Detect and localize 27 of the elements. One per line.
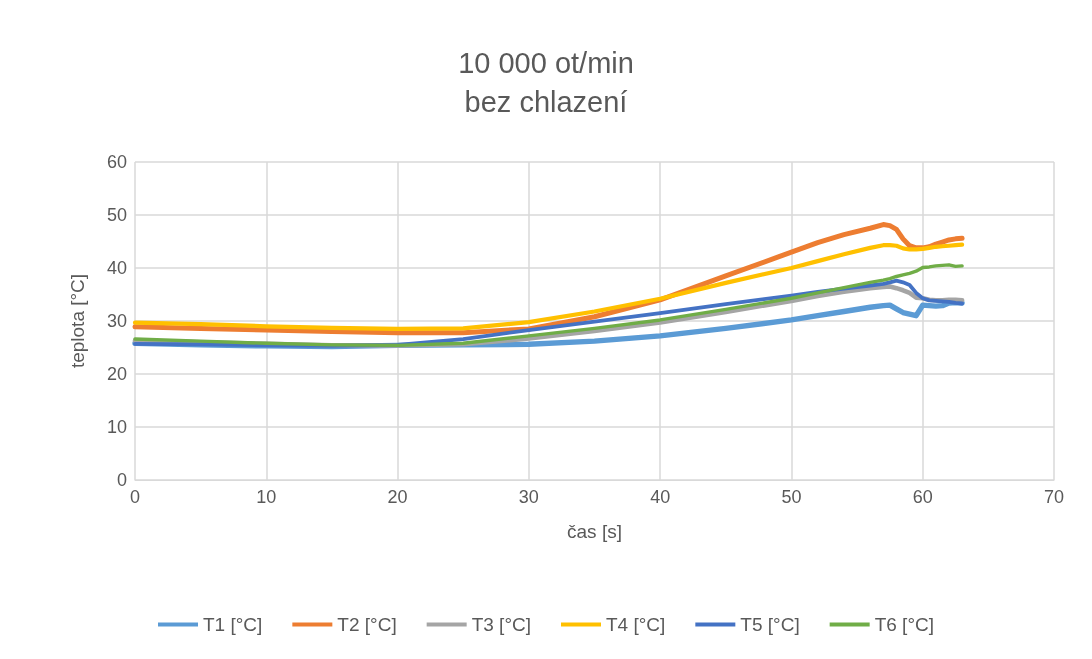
x-tick-label: 50 <box>781 487 802 507</box>
x-axis-title: čas [s] <box>567 521 622 542</box>
x-tick-label: 20 <box>387 487 408 507</box>
line-series <box>132 242 965 332</box>
y-tick-label: 40 <box>106 258 127 278</box>
x-tick-label: 40 <box>650 487 671 507</box>
x-tick-label: 10 <box>256 487 277 507</box>
chart-title: 10 000 ot/min <box>458 46 634 79</box>
x-tick-label: 30 <box>518 487 539 507</box>
y-tick-label: 0 <box>116 470 127 490</box>
y-tick-label: 30 <box>106 311 127 331</box>
y-tick-label: 10 <box>106 417 127 437</box>
legend-label: T2 [°C] <box>337 614 397 635</box>
legend-label: T6 [°C] <box>874 614 934 635</box>
y-tick-label: 60 <box>106 152 127 172</box>
legend-label: T4 [°C] <box>606 614 666 635</box>
x-tick-label: 60 <box>912 487 933 507</box>
y-axis-title: teplota [°C] <box>67 273 88 369</box>
legend-label: T3 [°C] <box>471 614 532 635</box>
y-tick-label: 20 <box>106 364 127 384</box>
chart-subtitle: bez chlazení <box>464 85 628 118</box>
x-tick-label: 70 <box>1043 487 1065 507</box>
y-tick-label: 50 <box>106 205 127 225</box>
line-series <box>133 263 964 348</box>
x-tick-label: 0 <box>129 487 141 507</box>
legend-label: T1 [°C] <box>203 614 263 635</box>
legend-label: T5 [°C] <box>740 614 800 635</box>
